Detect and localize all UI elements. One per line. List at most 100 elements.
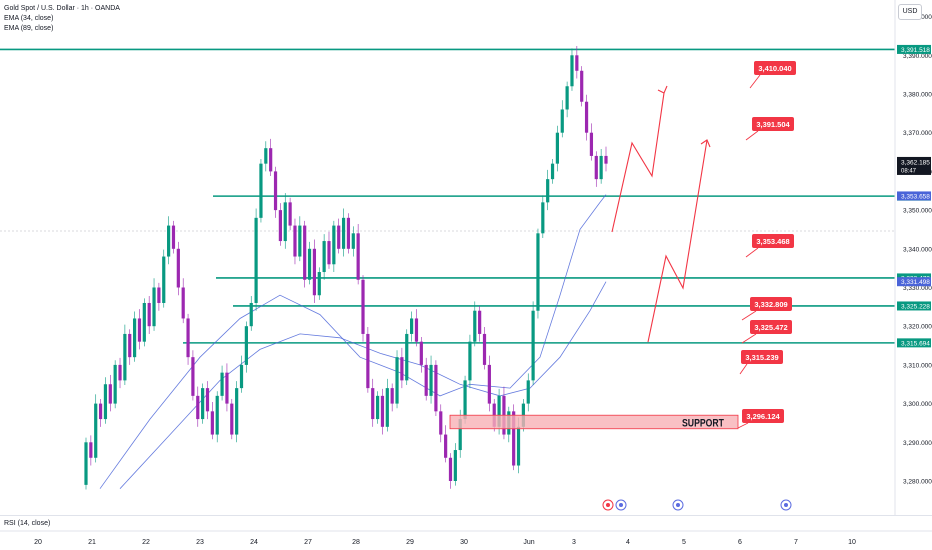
candle-body [176, 248, 180, 288]
candle-body [298, 225, 302, 257]
candle-body [293, 225, 297, 257]
support-label: SUPPORT [682, 417, 724, 429]
price-tick-label: 3,340.000 [903, 246, 932, 253]
price-axis[interactable]: 3,280.000 3,290.000 3,300.000 3,310.000 3,32… [894, 0, 932, 515]
candle-body [356, 233, 360, 280]
price-callout-text: 3,353.468 [756, 237, 789, 246]
price-tag-text: 3,331.498 [901, 279, 930, 286]
candle-body [230, 403, 234, 435]
chart-legend: Gold Spot / U.S. Dollar · 1h · OANDA EMA… [4, 4, 120, 34]
candle-body [132, 318, 137, 358]
time-tick-label: 7 [794, 539, 798, 546]
candle-body [327, 241, 331, 265]
candle-body [317, 272, 321, 296]
candle-body [405, 333, 409, 381]
pane-divider[interactable] [0, 515, 932, 516]
candle-body [414, 318, 419, 342]
candle-body [84, 442, 88, 485]
candle-body [385, 388, 389, 427]
ema-34-line [99, 194, 607, 489]
candle-body [497, 395, 501, 427]
price-tick-label: 3,330.000 [903, 285, 932, 292]
candle-body [439, 411, 443, 435]
candle-body [137, 318, 142, 342]
level-price-tag [897, 301, 931, 311]
candle-body [424, 364, 428, 396]
candle-body [103, 384, 108, 420]
time-tick-label: Jun [523, 539, 534, 546]
candle-body [332, 225, 336, 265]
candle-body [468, 341, 472, 381]
candle-body [273, 171, 278, 211]
candle-body [337, 225, 341, 249]
candle-body [604, 155, 608, 164]
price-tick-label: 3,280.000 [903, 479, 932, 486]
candle-body [546, 179, 550, 203]
candle-body [351, 233, 355, 249]
price-tag-text: 3,315.694 [901, 340, 930, 347]
time-tick-label: 10 [848, 539, 856, 546]
price-callout [752, 234, 794, 248]
candle-body [453, 450, 457, 481]
time-axis[interactable]: 20 21 22 23 24 27 28 29 30 Jun 3 4 5 6 7 10 [0, 530, 932, 546]
projection-path-lower [647, 139, 708, 343]
candle-body [312, 248, 317, 296]
event-markers[interactable] [602, 499, 792, 511]
candle-body [390, 388, 394, 404]
candle-body [565, 86, 569, 110]
candle-body [288, 202, 292, 226]
price-callout [752, 117, 794, 131]
candle-body [152, 287, 156, 327]
candle-body [555, 132, 560, 164]
candle-body [254, 217, 258, 303]
time-tick-label: 4 [626, 539, 630, 546]
time-tick-label: 24 [250, 539, 258, 546]
candle-body [239, 364, 244, 389]
ema-89-label[interactable]: EMA (89, close) [4, 25, 54, 32]
currency-button[interactable]: USD [898, 4, 922, 20]
candle-body [147, 302, 151, 327]
candle-body [395, 357, 399, 404]
price-tick-label: 3,310.000 [903, 362, 932, 369]
candle-body [429, 364, 433, 396]
candle-body [482, 333, 487, 365]
callout-pointer [749, 74, 761, 89]
candle-body [113, 364, 117, 404]
candle-body [400, 357, 404, 381]
time-tick-label: 20 [34, 539, 42, 546]
candle-body [448, 457, 453, 481]
rsi-label[interactable]: RSI (14, close) [4, 520, 51, 527]
time-tick-label: 21 [88, 539, 96, 546]
candle-body [186, 318, 190, 358]
candle-body [264, 148, 268, 164]
candle-body [463, 380, 467, 420]
price-callouts: 3,410.040 3,391.504 3,353.468 3,332.809 3,32… [737, 61, 796, 429]
candle-body [594, 155, 598, 180]
event-marker-dot [784, 503, 788, 507]
candle-body [157, 287, 161, 303]
price-tag-text: 3,353.658 [901, 193, 930, 200]
projection-path-upper [611, 92, 665, 233]
ema-34-label[interactable]: EMA (34, close) [4, 15, 54, 22]
time-tick-label: 27 [304, 539, 312, 546]
price-tick-label: 3,370.000 [903, 130, 932, 137]
candle-body [201, 388, 205, 420]
candle-body [303, 225, 307, 280]
candle-body [410, 318, 414, 334]
candle-body [269, 148, 273, 172]
candle-body [249, 302, 253, 327]
candle-body [434, 364, 438, 412]
candle-body [191, 357, 195, 396]
time-tick-label: 3 [572, 539, 576, 546]
price-tick-label: 3,290.000 [903, 440, 932, 447]
symbol-title[interactable]: Gold Spot / U.S. Dollar · 1h · OANDA [4, 5, 120, 12]
candle-body [123, 333, 127, 381]
arrow-head-icon [657, 85, 668, 94]
callout-pointer [745, 130, 759, 141]
countdown-text: 08:47 [901, 168, 917, 174]
event-marker-dot [619, 503, 623, 507]
candle-body [215, 395, 219, 435]
candle-body [181, 287, 185, 319]
candle-body [584, 101, 589, 133]
